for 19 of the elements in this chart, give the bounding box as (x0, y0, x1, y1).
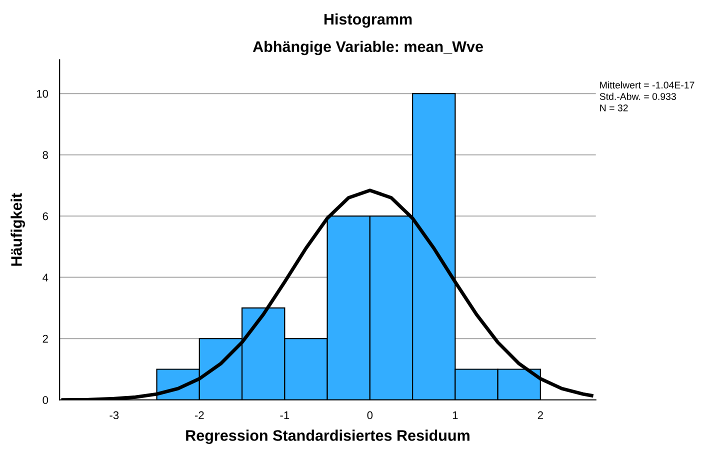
x-tick-label: 1 (452, 411, 458, 420)
y-tick-label: 6 (42, 212, 48, 220)
x-tick-label: -3 (110, 411, 119, 420)
x-axis-title: Regression Standardisiertes Residuum (186, 430, 470, 444)
x-tick-label: -1 (280, 411, 290, 420)
chart-subtitle: Abhängige Variable: mean_Wve (252, 40, 483, 56)
text: Mittelwert = -1.04E-17 (600, 81, 694, 89)
text: Std.-Abw. = 0.933 (600, 92, 676, 100)
chart-title: Histogramm (324, 13, 412, 28)
text: N = 32 (600, 104, 628, 112)
y-axis-title: Häufigkeit (10, 193, 26, 266)
y-tick-label: 10 (36, 90, 48, 98)
y-tick-label: 2 (42, 334, 48, 343)
x-tick-label: 0 (367, 411, 373, 420)
y-tick-label: 8 (42, 151, 48, 159)
x-tick-label: 2 (538, 411, 543, 420)
y-tick-label: 4 (42, 274, 48, 282)
y-tick-label: 0 (42, 396, 48, 404)
x-tick-label: -2 (194, 411, 204, 420)
